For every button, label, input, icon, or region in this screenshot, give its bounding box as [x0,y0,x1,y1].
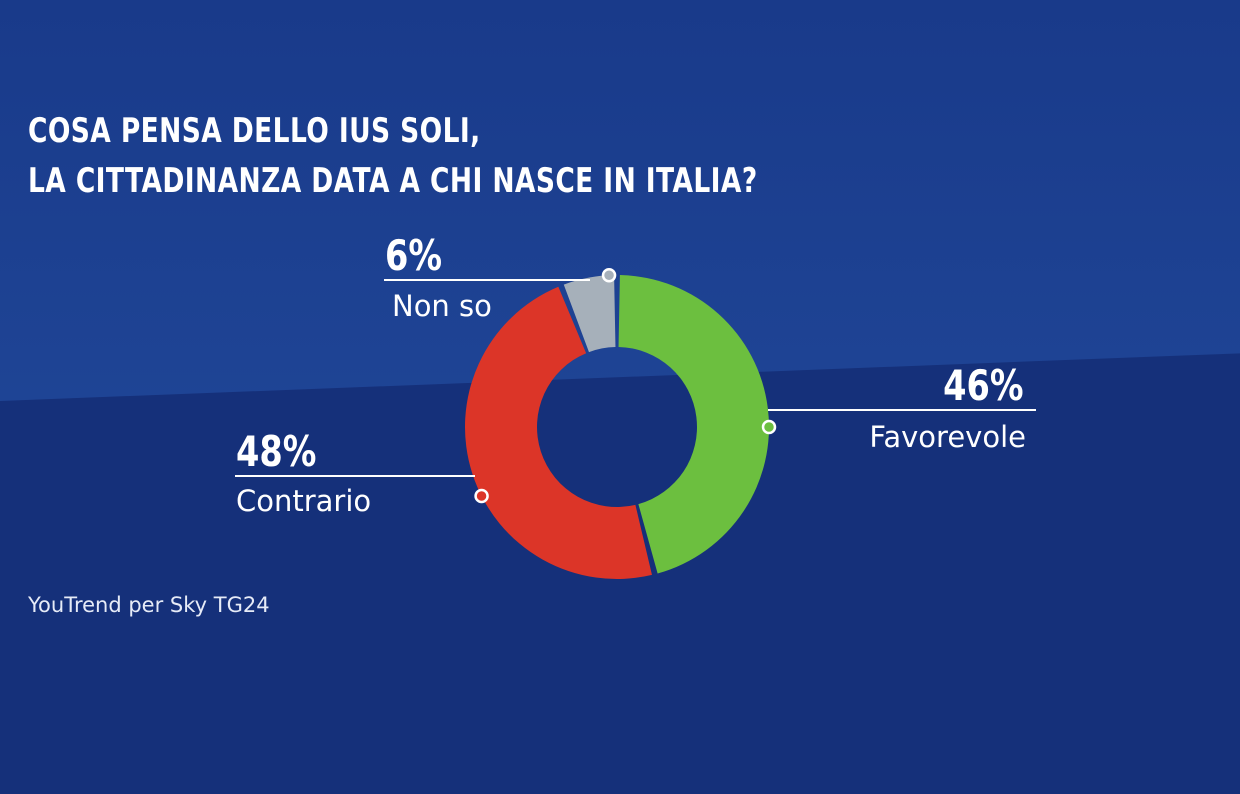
source-credit: YouTrend per Sky TG24 [28,593,270,617]
donut-slice-favorevole [618,275,769,574]
leader-line-non-so [384,279,590,281]
slice-value-favorevole: 46% [943,361,1024,410]
chart-title-line-2: LA CITTADINANZA DATA A CHI NASCE IN ITAL… [28,161,758,201]
leader-line-contrario [235,475,475,477]
donut-slice-contrario [464,286,652,580]
donut-slice-non-so [563,275,616,353]
leader-line-favorevole [768,409,1036,411]
slice-label-non-so: Non so [392,289,492,323]
slice-value-non-so: 6% [385,231,443,280]
chart-title-line-1: COSA PENSA DELLO IUS SOLI, [28,111,481,151]
slice-value-contrario: 48% [236,427,317,476]
chart-title: COSA PENSA DELLO IUS SOLI, LA CITTADINAN… [28,106,758,206]
slice-label-favorevole: Favorevole [869,420,1026,454]
slice-label-contrario: Contrario [236,484,372,518]
leader-marker-contrario [474,488,489,504]
leader-marker-favorevole [761,419,777,435]
leader-marker-non-so [601,267,617,283]
